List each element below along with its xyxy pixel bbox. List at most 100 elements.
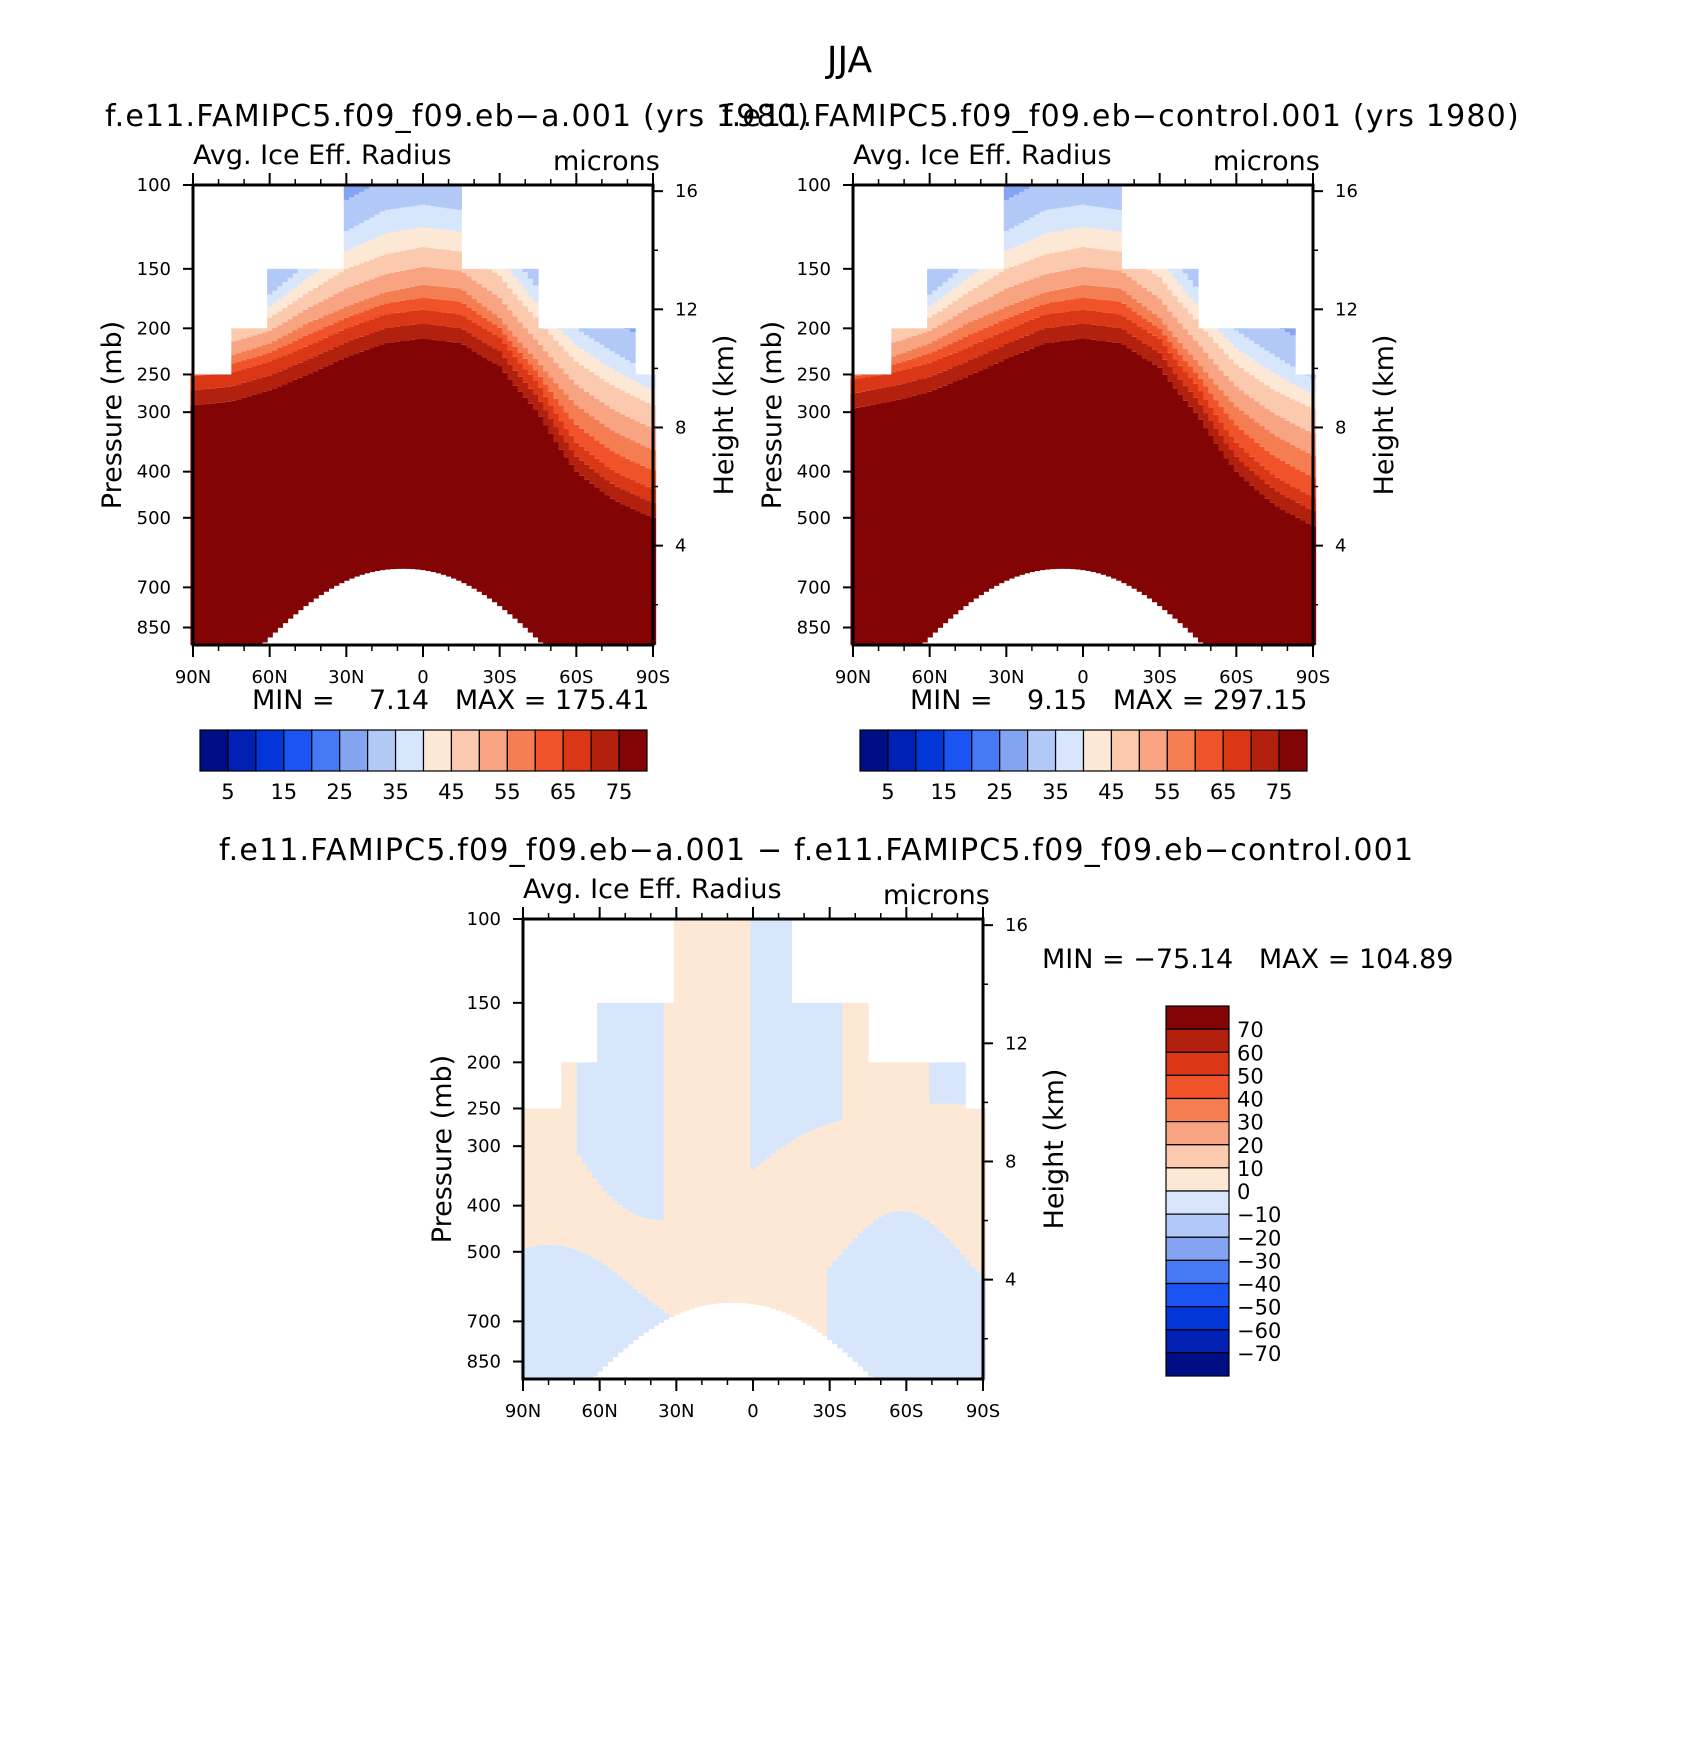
panel-control-colorbar-label: 5: [881, 780, 894, 804]
panel-diff-x-tick-label: 90N: [505, 1401, 541, 1422]
panel-control-colorbar-box: [999, 729, 1029, 772]
panel-diff-p-tick-label: 500: [467, 1242, 501, 1263]
panel-a-colorbar-label: 5: [221, 780, 234, 804]
panel-control-p-tick-label: 200: [797, 318, 831, 339]
panel-a-p-tick-label: 700: [137, 577, 171, 598]
panel-a-x-tick-label: 60N: [251, 667, 287, 688]
diff-colorbar-box: [1165, 1259, 1230, 1285]
panel-a-colorbar-label: 25: [326, 780, 353, 804]
diff-colorbar-box: [1165, 1074, 1230, 1100]
panel-0-ylabel-right: Height (km): [709, 335, 740, 496]
panel-diff-h-tick-label: 12: [1005, 1033, 1028, 1054]
panel-a-h-tick-label: 4: [675, 536, 686, 557]
panel-control-x-tick-label: 90S: [1296, 667, 1330, 688]
panel-control-h-tick-label: 8: [1335, 417, 1346, 438]
panel-0-ylabel: Pressure (mb): [97, 321, 128, 509]
diff-colorbar-box: [1165, 1352, 1230, 1377]
panel-diff-p-tick-label: 850: [467, 1352, 501, 1373]
diff-colorbar-box: [1165, 1236, 1230, 1261]
panel-control-colorbar-box: [1138, 729, 1168, 772]
diff-colorbar-box: [1165, 1213, 1230, 1238]
panel-control-p-tick-label: 300: [797, 402, 831, 423]
panel-a-colorbar-box: [422, 729, 453, 772]
diff-colorbar-box: [1165, 1028, 1230, 1053]
diff-colorbar-label: −40: [1237, 1273, 1281, 1297]
panel-control-colorbar-label: 65: [1210, 780, 1237, 804]
panel-a-colorbar-label: 35: [382, 780, 409, 804]
panel-a-colorbar-box: [590, 729, 620, 772]
diff-colorbar-label: −70: [1237, 1342, 1281, 1366]
panel-a-p-tick-label: 200: [137, 318, 171, 339]
panel-a-colorbar-label: 45: [438, 780, 465, 804]
panel-control-h-tick-label: 4: [1335, 536, 1346, 557]
panel-a-colorbar-box: [562, 729, 592, 772]
panel-diff-field: [520, 919, 987, 1379]
panel-diff-x-tick-label: 60N: [581, 1401, 617, 1422]
panel-diff-h-tick-label: 8: [1005, 1151, 1016, 1172]
panel-1-ylabel-right: Height (km): [1369, 335, 1400, 496]
panel-a-p-tick-label: 100: [137, 175, 171, 196]
panel-diff-x-tick-label: 60S: [889, 1401, 923, 1422]
panel-diff-field-label: Avg. Ice Eff. Radius: [523, 874, 782, 905]
panel-a-field: [190, 185, 657, 645]
panel-a-p-tick-label: 250: [137, 364, 171, 385]
diff-colorbar-label: 0: [1237, 1180, 1250, 1204]
panel-a-x-tick-label: 60S: [559, 667, 593, 688]
panel-a-colorbar-box: [283, 729, 313, 772]
panel-diff-p-tick-label: 300: [467, 1136, 501, 1157]
panel-a-colorbar-box: [255, 729, 285, 772]
panel-control-colorbar-box: [943, 729, 973, 772]
panel-diff-p-tick-label: 250: [467, 1098, 501, 1119]
panel-a-colorbar-box: [478, 729, 508, 772]
diff-colorbar-label: 70: [1237, 1018, 1264, 1042]
panel-a-colorbar-box: [534, 729, 564, 772]
panel-diff-x-tick-label: 30N: [658, 1401, 694, 1422]
diff-colorbar-box: [1165, 1190, 1230, 1215]
diff-colorbar-box: [1165, 1121, 1230, 1146]
panel-control-colorbar-box: [1166, 729, 1196, 772]
panel-control-colorbar-label: 55: [1154, 780, 1181, 804]
panel-diff-p-tick-label: 700: [467, 1311, 501, 1332]
panel-a-colorbar-box: [394, 729, 425, 772]
panel-diff-title: f.e11.FAMIPC5.f09_f09.eb−a.001 − f.e11.F…: [219, 833, 1415, 868]
panel-a-colorbar-box: [227, 729, 257, 772]
diff-colorbar-box: [1165, 1005, 1230, 1030]
panel-a-x-tick-label: 30S: [482, 667, 516, 688]
diff-colorbar-box: [1165, 1167, 1230, 1192]
panel-diff-h-tick-label: 4: [1005, 1270, 1016, 1291]
panel-control-p-tick-label: 400: [797, 462, 831, 483]
panel-control-colorbar-label: 75: [1266, 780, 1293, 804]
panel-a-x-tick-label: 90S: [636, 667, 670, 688]
panel-2-ylabel-right: Height (km): [1039, 1069, 1070, 1230]
panel-a-colorbar-box: [199, 729, 229, 772]
panel-control-field-label: Avg. Ice Eff. Radius: [853, 140, 1112, 171]
panel-a-colorbar-box: [367, 729, 397, 772]
panel-a-p-tick-label: 850: [137, 618, 171, 639]
main-title: JJA: [826, 40, 873, 81]
panel-a-p-tick-label: 150: [137, 259, 171, 280]
panel-control-x-tick-label: 0: [1077, 667, 1088, 688]
diff-colorbar-label: −60: [1237, 1319, 1281, 1343]
diff-colorbar-label: 60: [1237, 1041, 1264, 1065]
panel-control-x-tick-label: 60S: [1219, 667, 1253, 688]
panel-control-colorbar-label: 45: [1098, 780, 1125, 804]
panel-a-x-tick-label: 90N: [175, 667, 211, 688]
panel-control-colorbar-box: [1082, 729, 1113, 772]
panel-control-colorbar-label: 15: [930, 780, 957, 804]
panel-control-p-tick-label: 500: [797, 508, 831, 529]
panel-a-colorbar-box: [506, 729, 536, 772]
panel-diff-p-tick-label: 150: [467, 993, 501, 1014]
diff-colorbar-label: −10: [1237, 1203, 1281, 1227]
panel-control-minmax: MIN = 9.15 MAX = 297.15: [910, 685, 1308, 716]
diff-colorbar-label: −50: [1237, 1296, 1281, 1320]
panel-control-p-tick-label: 250: [797, 364, 831, 385]
panel-diff-p-tick-label: 200: [467, 1052, 501, 1073]
panel-control-colorbar-box: [971, 729, 1001, 772]
panel-diff-units-label: microns: [883, 880, 990, 911]
panel-a-colorbar-label: 55: [494, 780, 521, 804]
panel-a-p-tick-label: 400: [137, 462, 171, 483]
panel-control-colorbar-box: [1194, 729, 1224, 772]
panel-a-colorbar-label: 15: [270, 780, 297, 804]
panel-a-p-tick-label: 300: [137, 402, 171, 423]
